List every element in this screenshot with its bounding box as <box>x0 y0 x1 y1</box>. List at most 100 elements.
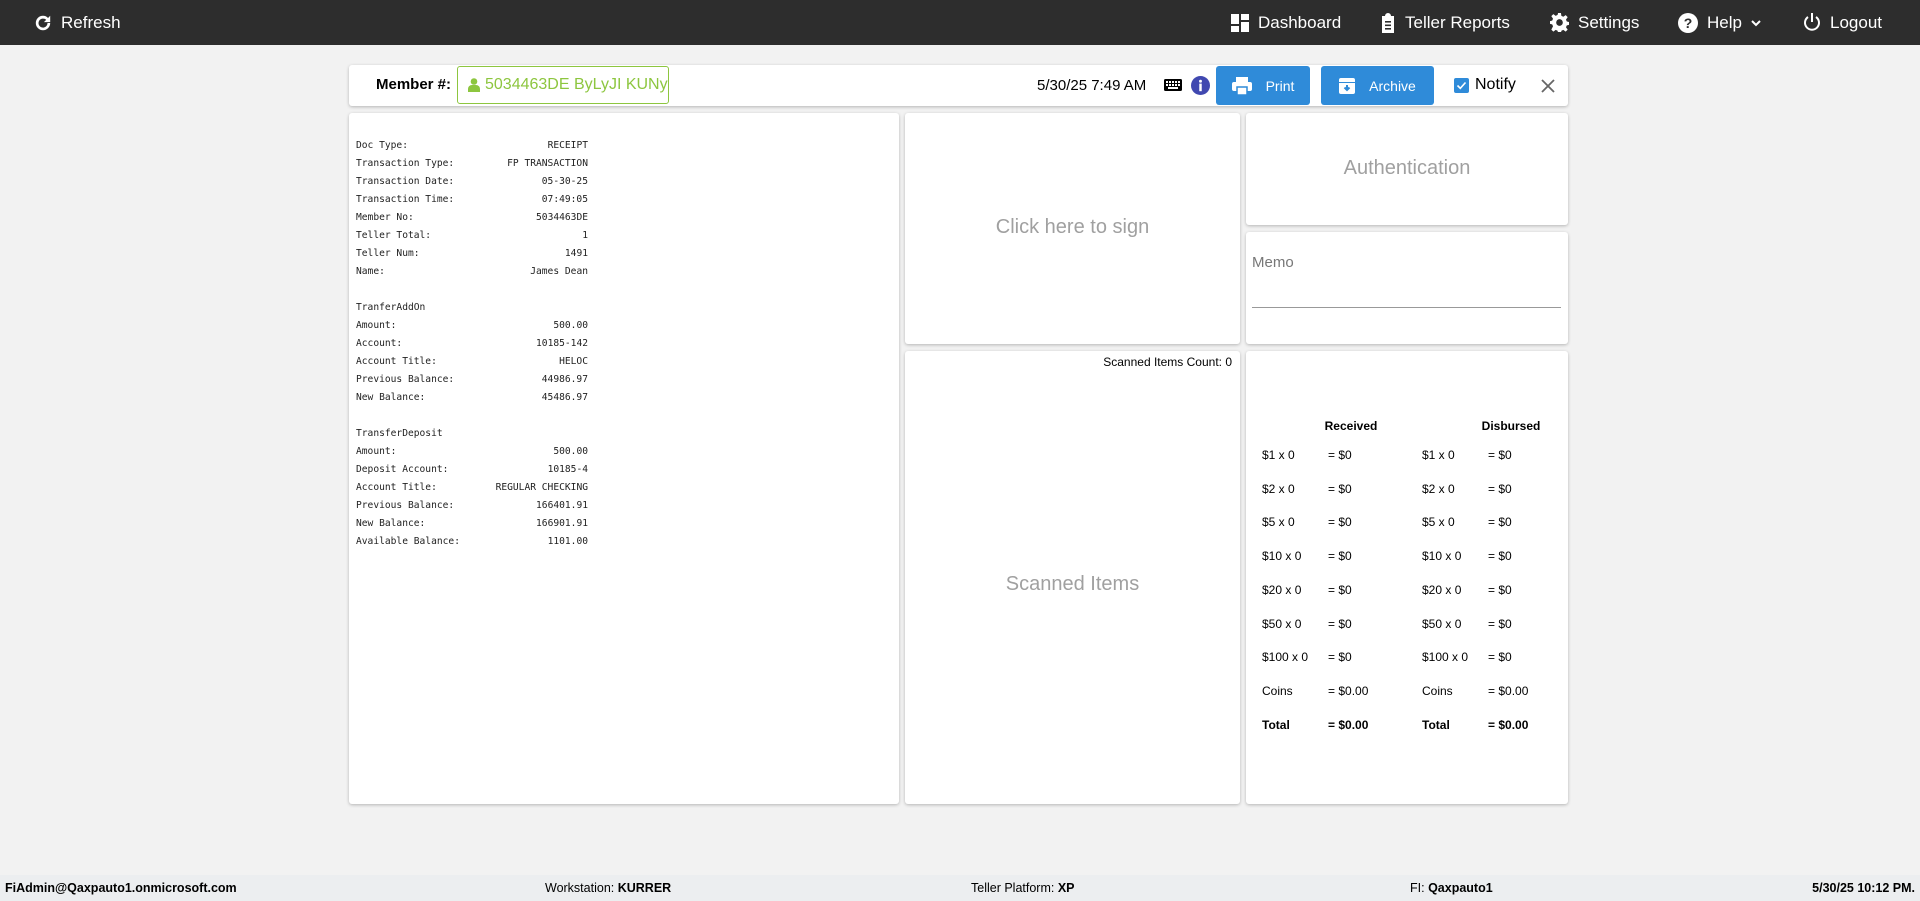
member-field[interactable]: 5034463DE ByLyJI KUNy <box>457 66 669 104</box>
user-icon <box>468 78 480 92</box>
receipt-line: Teller Num: 1491 <box>356 245 588 263</box>
refresh-button[interactable]: Refresh <box>34 0 121 45</box>
disbursed-amount: = $0 <box>1488 650 1512 665</box>
receipt-line: Account Title: REGULAR CHECKING <box>356 479 588 497</box>
power-icon <box>1804 13 1820 31</box>
member-value: 5034463DE ByLyJI KUNy <box>485 76 668 93</box>
receipt-value: 10185-142 <box>536 338 588 349</box>
member-bar: Member #: 5034463DE ByLyJI KUNy 5/30/25 … <box>349 65 1568 106</box>
transaction-datetime: 5/30/25 7:49 AM <box>1037 77 1147 94</box>
receipt-line: Transaction Date: 05-30-25 <box>356 173 588 191</box>
receipt-value: 5034463DE <box>536 212 588 223</box>
receipt-label: New Balance: <box>356 518 426 529</box>
dashboard-link[interactable]: Dashboard <box>1231 0 1341 45</box>
disbursed-denomination: $5 x 0 <box>1422 515 1455 530</box>
authentication-label: Authentication <box>1343 157 1471 179</box>
authentication-panel[interactable]: Authentication <box>1246 113 1568 225</box>
teller-reports-link[interactable]: Teller Reports <box>1380 0 1510 45</box>
receipt-value: FP TRANSACTION <box>507 158 588 169</box>
checkbox-checked-icon <box>1454 77 1469 93</box>
receipt-label: Account Title: <box>356 482 437 493</box>
footer-user: FiAdmin@Qaxpauto1.onmicrosoft.com <box>5 881 237 895</box>
disbursed-amount: = $0 <box>1488 616 1512 631</box>
received-amount: = $0 <box>1328 650 1352 665</box>
archive-icon <box>1339 77 1356 94</box>
receipt-label: Amount: <box>356 320 397 331</box>
top-navbar: Refresh Dashboard Teller Reports Setting… <box>0 0 1920 45</box>
signature-pad[interactable]: Click here to sign <box>905 113 1240 344</box>
info-icon[interactable] <box>1191 76 1210 95</box>
clipboard-icon <box>1382 12 1394 33</box>
receipt-label: Amount: <box>356 446 397 457</box>
disbursed-denomination: $10 x 0 <box>1422 549 1462 564</box>
scanned-items-count: Scanned Items Count: 0 <box>1103 355 1232 369</box>
notify-checkbox[interactable]: Notify <box>1454 76 1516 94</box>
workstation-label: Workstation: <box>545 881 618 895</box>
disbursed-amount: = $0 <box>1488 481 1512 496</box>
receipt-value: 500.00 <box>553 320 588 331</box>
dashboard-icon <box>1231 13 1249 32</box>
receipt-value: 166401.91 <box>536 500 588 511</box>
receipt-panel: Doc Type: RECEIPT Transaction Type: FP TRAN… <box>349 113 899 804</box>
receipt-value: 44986.97 <box>541 374 588 385</box>
receipt-value: RECEIPT <box>547 140 588 151</box>
receipt-label: Account: <box>356 338 403 349</box>
disbursed-amount: = $0.00 <box>1488 683 1529 698</box>
signature-placeholder: Click here to sign <box>995 216 1150 238</box>
keyboard-icon[interactable] <box>1164 79 1182 91</box>
memo-panel: Memo <box>1246 232 1568 344</box>
receipt-value: James Dean <box>530 266 588 277</box>
receipt-label: Transaction Time: <box>356 194 455 205</box>
receipt-line: Name: James Dean <box>356 263 588 281</box>
help-label: Help <box>1707 12 1742 32</box>
print-button[interactable]: Print <box>1216 66 1310 105</box>
receipt-line: Previous Balance: 44986.97 <box>356 371 588 389</box>
receipt-value: HELOC <box>559 356 588 367</box>
receipt-value: 500.00 <box>553 446 588 457</box>
receipt-line: Doc Type: RECEIPT <box>356 137 588 155</box>
receipt-value: 166901.91 <box>536 518 588 529</box>
received-amount: = $0 <box>1328 616 1352 631</box>
receipt-value: 1 <box>582 230 588 241</box>
disbursed-denomination: $20 x 0 <box>1422 582 1462 597</box>
receipt-line: Teller Total: 1 <box>356 227 588 245</box>
receipt-line: Available Balance: 1101.00 <box>356 533 588 551</box>
logout-label: Logout <box>1830 12 1882 32</box>
platform-value: XP <box>1057 881 1075 895</box>
receipt-label: Available Balance: <box>356 536 460 547</box>
receipt-label: Previous Balance: <box>356 374 455 385</box>
disbursed-amount: = $0.00 <box>1488 717 1529 732</box>
received-denomination: $1 x 0 <box>1262 448 1295 462</box>
received-amount: = $0 <box>1328 448 1352 462</box>
receipt-section-title: TransferDeposit <box>356 428 443 439</box>
receipt-line: Transaction Time: 07:49:05 <box>356 191 588 209</box>
disbursed-amount: = $0 <box>1488 515 1512 530</box>
received-amount: = $0.00 <box>1328 717 1369 732</box>
question-circle-icon: ? <box>1678 12 1698 33</box>
received-header: Received <box>1324 419 1378 433</box>
receipt-line: Transaction Type: FP TRANSACTION <box>356 155 588 173</box>
help-menu[interactable]: ? Help <box>1678 0 1761 45</box>
received-amount: = $0 <box>1328 582 1352 597</box>
scanned-items-placeholder: Scanned Items <box>1005 573 1140 595</box>
receipt-label: Teller Total: <box>356 230 432 241</box>
receipt-line: Member No: 5034463DE <box>356 209 588 227</box>
receipt-label: Transaction Date: <box>356 176 455 187</box>
refresh-label: Refresh <box>61 12 121 32</box>
disbursed-amount: = $0 <box>1488 582 1512 597</box>
status-footer: FiAdmin@Qaxpauto1.onmicrosoft.com Workst… <box>0 875 1920 901</box>
received-denomination: Coins <box>1262 683 1293 698</box>
receipt-label: Previous Balance: <box>356 500 455 511</box>
receipt-line: Amount: 500.00 <box>356 317 588 335</box>
received-denomination: $5 x 0 <box>1262 515 1295 530</box>
receipt-value: REGULAR CHECKING <box>495 482 588 493</box>
archive-button[interactable]: Archive <box>1321 66 1434 105</box>
receipt-value: 10185-4 <box>547 464 588 475</box>
logout-link[interactable]: Logout <box>1803 0 1882 45</box>
close-icon[interactable] <box>1541 79 1555 93</box>
memo-input[interactable] <box>1252 274 1561 308</box>
receipt-label: Teller Num: <box>356 248 420 259</box>
svg-text:?: ? <box>1684 15 1693 31</box>
receipt-line: New Balance: 45486.97 <box>356 389 588 407</box>
settings-link[interactable]: Settings <box>1550 0 1639 45</box>
